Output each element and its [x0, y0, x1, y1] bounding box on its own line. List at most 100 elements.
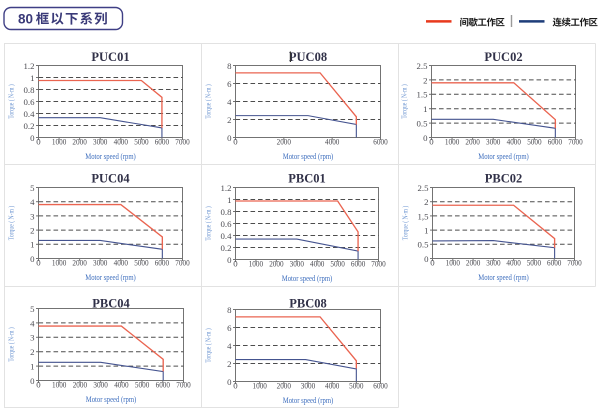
svg-text:4000: 4000 — [325, 137, 340, 147]
svg-text:5: 5 — [30, 183, 35, 193]
svg-text:2000: 2000 — [466, 258, 481, 268]
svg-text:5000: 5000 — [134, 258, 149, 268]
svg-text:2000: 2000 — [72, 258, 87, 268]
svg-text:2: 2 — [227, 115, 231, 125]
svg-text:6: 6 — [227, 79, 232, 89]
svg-text:5: 5 — [30, 304, 35, 314]
svg-text:2: 2 — [30, 347, 34, 357]
svg-text:3: 3 — [30, 211, 35, 221]
svg-text:PUC02: PUC02 — [484, 50, 522, 64]
svg-text:4: 4 — [30, 197, 35, 207]
svg-text:3000: 3000 — [486, 137, 501, 147]
svg-text:Motor speed (rpm): Motor speed (rpm) — [282, 273, 333, 283]
svg-text:0: 0 — [423, 133, 428, 143]
svg-text:0.4: 0.4 — [221, 231, 233, 241]
svg-text:2000: 2000 — [277, 137, 292, 147]
svg-text:1.2: 1.2 — [24, 61, 35, 71]
svg-text:3000: 3000 — [93, 380, 108, 390]
svg-text:3000: 3000 — [93, 137, 108, 147]
svg-text:4: 4 — [227, 97, 232, 107]
svg-text:0: 0 — [30, 376, 35, 386]
svg-text:1000: 1000 — [253, 381, 268, 391]
svg-text:0: 0 — [227, 377, 232, 387]
svg-text:0: 0 — [429, 137, 434, 147]
svg-text:1000: 1000 — [445, 137, 460, 147]
svg-text:2000: 2000 — [73, 380, 88, 390]
svg-text:2: 2 — [227, 359, 231, 369]
svg-text:0.2: 0.2 — [24, 121, 35, 131]
svg-text:Torque ( N-m ): Torque ( N-m ) — [7, 205, 16, 240]
svg-text:4000: 4000 — [114, 380, 129, 390]
svg-text:0: 0 — [36, 137, 41, 147]
svg-text:6000: 6000 — [155, 258, 170, 268]
svg-text:4: 4 — [227, 341, 232, 351]
svg-text:1000: 1000 — [446, 258, 461, 268]
svg-text:2: 2 — [424, 197, 428, 207]
svg-text:0.8: 0.8 — [221, 207, 233, 217]
svg-text:0.5: 0.5 — [418, 240, 430, 250]
svg-text:1: 1 — [227, 195, 231, 205]
svg-text:6000: 6000 — [373, 381, 388, 391]
svg-text:0.6: 0.6 — [221, 219, 233, 229]
svg-text:6000: 6000 — [351, 259, 366, 269]
svg-text:5000: 5000 — [527, 137, 542, 147]
svg-text:2000: 2000 — [277, 381, 292, 391]
svg-text:PUC04: PUC04 — [91, 171, 130, 185]
svg-text:6000: 6000 — [156, 380, 171, 390]
svg-text:Motor speed (rpm): Motor speed (rpm) — [478, 272, 529, 282]
svg-text:0: 0 — [36, 380, 41, 390]
svg-text:PUC08: PUC08 — [289, 50, 327, 64]
svg-text:1000: 1000 — [52, 380, 67, 390]
svg-text:4000: 4000 — [507, 137, 522, 147]
svg-text:4000: 4000 — [114, 137, 129, 147]
svg-text:1: 1 — [30, 362, 34, 372]
svg-text:Motor speed (rpm): Motor speed (rpm) — [86, 394, 137, 404]
svg-text:4000: 4000 — [114, 258, 129, 268]
svg-text:PBC02: PBC02 — [485, 171, 523, 185]
svg-text:0.8: 0.8 — [24, 85, 36, 95]
svg-text:4000: 4000 — [506, 258, 521, 268]
svg-text:80: 80 — [18, 11, 33, 26]
svg-text:0: 0 — [30, 254, 35, 264]
svg-text:5000: 5000 — [134, 137, 149, 147]
svg-text:3000: 3000 — [301, 381, 316, 391]
svg-text:1000: 1000 — [52, 258, 67, 268]
svg-text:1: 1 — [30, 240, 34, 250]
svg-text:5000: 5000 — [527, 258, 542, 268]
svg-text:7000: 7000 — [567, 258, 582, 268]
svg-text:PBC01: PBC01 — [288, 171, 326, 185]
svg-text:2000: 2000 — [465, 137, 480, 147]
svg-text:2: 2 — [30, 226, 34, 236]
svg-text:0: 0 — [430, 258, 435, 268]
svg-text:Torque ( N-m ): Torque ( N-m ) — [204, 84, 213, 119]
svg-text:0.6: 0.6 — [24, 97, 36, 107]
svg-text:6: 6 — [227, 323, 232, 333]
svg-text:3000: 3000 — [486, 258, 501, 268]
svg-text:1,5: 1,5 — [418, 211, 430, 221]
svg-text:8: 8 — [227, 305, 232, 315]
svg-text:Torque ( N-m ): Torque ( N-m ) — [7, 327, 16, 362]
svg-text:0.5: 0.5 — [417, 119, 429, 129]
svg-text:Motor speed (rpm): Motor speed (rpm) — [478, 151, 529, 161]
svg-text:4000: 4000 — [325, 381, 340, 391]
svg-text:5000: 5000 — [135, 380, 150, 390]
svg-text:2000: 2000 — [72, 137, 87, 147]
svg-text:Motor speed (rpm): Motor speed (rpm) — [85, 272, 136, 282]
svg-text:0: 0 — [36, 258, 41, 268]
svg-text:2.5: 2.5 — [418, 183, 430, 193]
svg-text:0: 0 — [227, 133, 232, 143]
svg-text:1000: 1000 — [52, 137, 67, 147]
svg-text:7000: 7000 — [371, 259, 386, 269]
svg-text:8: 8 — [227, 61, 232, 71]
svg-text:0.4: 0.4 — [24, 109, 36, 119]
svg-text:4: 4 — [30, 318, 35, 328]
svg-text:0.2: 0.2 — [221, 243, 232, 253]
svg-text:7000: 7000 — [176, 380, 191, 390]
svg-text:Torque ( N-m ): Torque ( N-m ) — [400, 84, 409, 119]
svg-text:Motor speed (rpm): Motor speed (rpm) — [283, 151, 334, 161]
svg-text:2: 2 — [423, 75, 427, 85]
svg-text:3000: 3000 — [93, 258, 108, 268]
svg-text:0: 0 — [233, 259, 238, 269]
svg-text:1000: 1000 — [249, 259, 264, 269]
svg-text:3: 3 — [30, 333, 35, 343]
